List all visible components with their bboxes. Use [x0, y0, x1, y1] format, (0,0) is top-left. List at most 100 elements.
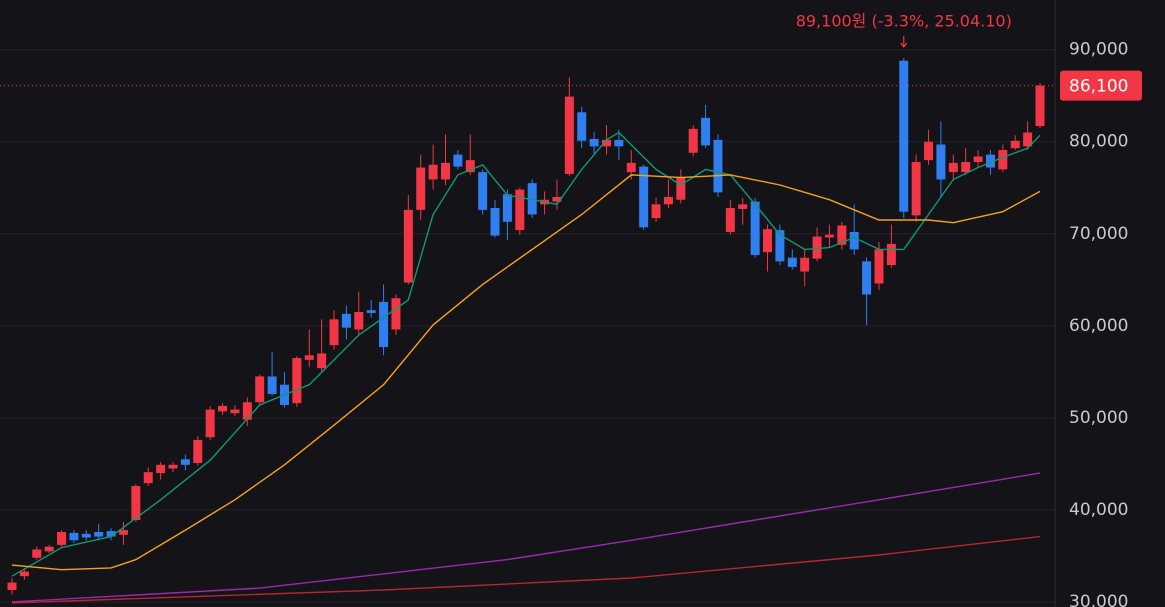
candle-body [366, 310, 376, 313]
candle-body [255, 376, 265, 403]
candle-body [502, 194, 512, 222]
candle-body [602, 139, 612, 147]
candle-body [874, 249, 884, 284]
candle-body [515, 189, 525, 231]
candle-body [118, 530, 128, 535]
candle-body [94, 531, 104, 537]
candle-body [985, 154, 995, 168]
candle-body [614, 139, 624, 147]
y-tick-label: 90,000 [1069, 40, 1128, 60]
candle-body [787, 257, 797, 267]
candle-body [899, 60, 909, 212]
candle-body [577, 112, 587, 141]
candle-body [131, 485, 141, 521]
candle-body [775, 230, 785, 262]
candle-body [763, 229, 773, 253]
candle-body [1023, 132, 1033, 147]
candle-body [886, 243, 896, 266]
annotation: 89,100원 (-3.3%, 25.04.10) [796, 11, 1012, 30]
candle-body [800, 257, 810, 272]
candle-body [701, 117, 711, 146]
candle-body [7, 582, 17, 590]
candle-body [143, 472, 153, 484]
candle-body [998, 150, 1008, 170]
candle-body [651, 204, 661, 219]
candle-body [205, 409, 215, 438]
candle-body [849, 231, 859, 250]
candle-body [626, 162, 636, 173]
candle-body [750, 201, 760, 255]
candle-body [267, 376, 277, 394]
annotation-arrow [900, 35, 908, 48]
moving-average [11, 174, 1041, 571]
candle-body [57, 531, 67, 545]
candle-body [490, 208, 500, 236]
y-tick-label: 70,000 [1069, 224, 1128, 244]
candle-body [738, 204, 748, 209]
grid [0, 49, 1055, 603]
candle-body [180, 459, 190, 465]
candle-body [663, 196, 673, 205]
candle-body [837, 225, 847, 245]
candle-body [44, 546, 54, 552]
candle-body [924, 141, 934, 161]
candle-body [81, 533, 91, 538]
candle-body [156, 464, 166, 474]
candle-body [812, 236, 822, 259]
candle-body [564, 96, 574, 174]
moving-average [11, 472, 1041, 603]
candle-body [416, 167, 426, 210]
candle-body [32, 549, 42, 558]
y-tick-label: 50,000 [1069, 408, 1128, 428]
candle-body [527, 183, 537, 215]
candle-body [688, 128, 698, 153]
candle-body [676, 176, 686, 200]
candle-body [242, 402, 252, 420]
candle-body [193, 439, 203, 463]
moving-average [11, 131, 1041, 577]
candle-body [639, 166, 649, 228]
candle-body [478, 172, 488, 210]
y-tick-label: 60,000 [1069, 316, 1128, 336]
candle-body [168, 464, 178, 469]
candle-body [428, 164, 438, 180]
candle-body [292, 358, 302, 404]
candle-body [948, 162, 958, 173]
candle-body [1035, 85, 1045, 127]
candle-body [329, 319, 339, 346]
candle-body [961, 161, 971, 173]
candle-body [317, 353, 327, 369]
y-tick-label: 80,000 [1069, 132, 1128, 152]
candle-body [713, 139, 723, 193]
candle-body [69, 532, 79, 541]
axis: 30,000 40,000 50,000 60,000 70,000 80,000 90,0… [1060, 40, 1142, 607]
candle-body [19, 571, 29, 577]
y-tick-label: 30,000 [1069, 592, 1128, 607]
candle-body [391, 298, 401, 330]
candle-body [304, 355, 314, 360]
candle-body [440, 162, 450, 180]
candle-body [725, 208, 735, 232]
candle-body [379, 301, 389, 347]
y-tick-label: 40,000 [1069, 500, 1128, 520]
candle-body [824, 234, 834, 238]
last-price-box [1060, 70, 1142, 101]
candle-body [341, 313, 351, 328]
candle-body [403, 209, 413, 283]
candle-body [973, 156, 983, 162]
candle-body [1010, 140, 1020, 149]
candle-body [218, 405, 228, 412]
plot: 89,100원 (-3.3%, 25.04.10) [0, 11, 1055, 604]
last-price-label: 86,100 [1069, 77, 1128, 97]
candle-body [589, 138, 599, 147]
candle-body [862, 261, 872, 295]
moving-average [11, 535, 1041, 604]
candle-body [552, 196, 562, 202]
candle-body [453, 154, 463, 167]
candle-body [106, 531, 116, 537]
candle-body [936, 144, 946, 180]
candle-body [230, 409, 240, 414]
candle-body [465, 160, 475, 173]
